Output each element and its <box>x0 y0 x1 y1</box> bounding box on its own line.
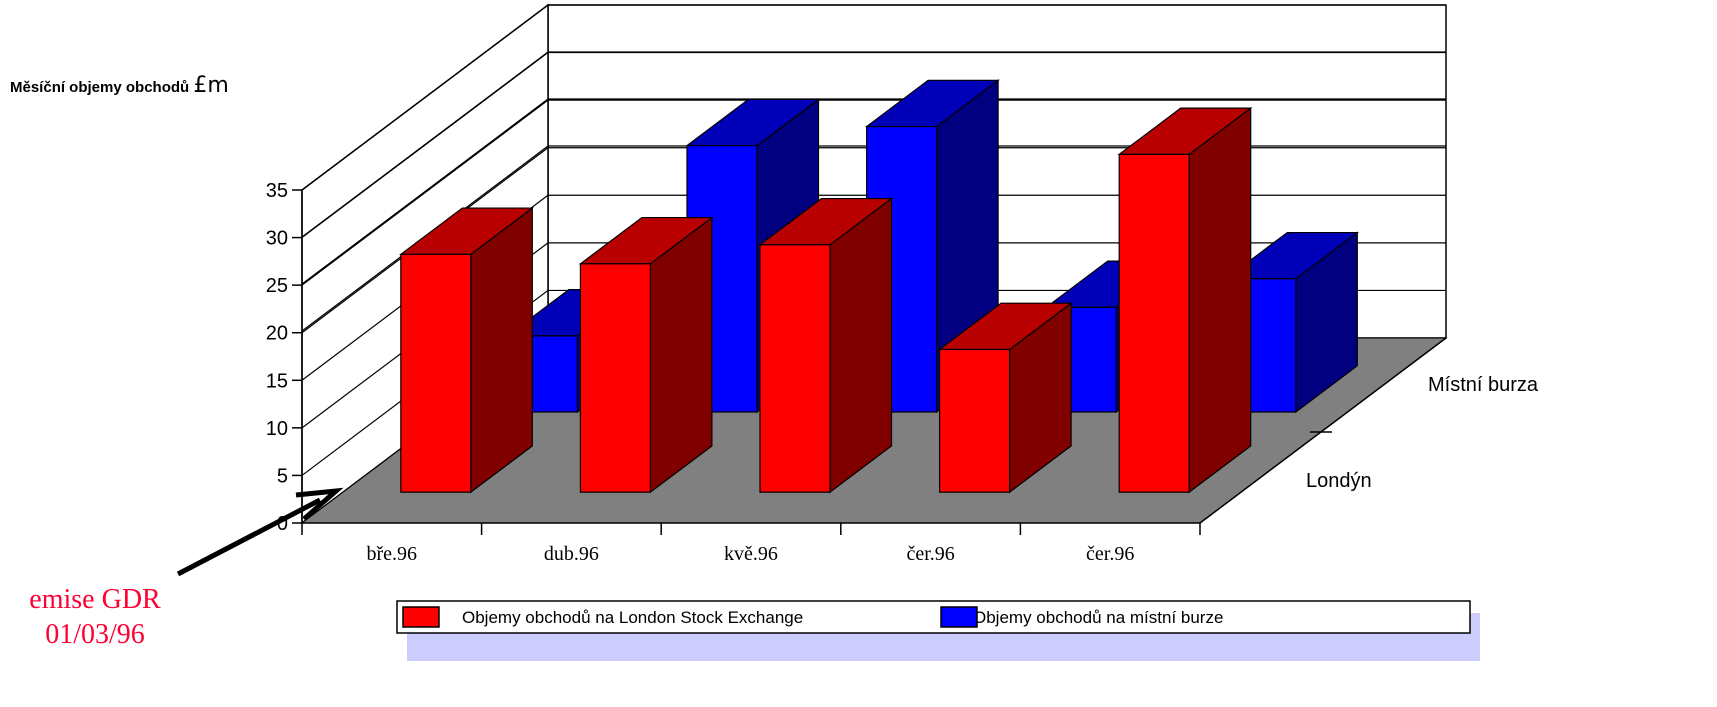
gridline <box>301 98 549 285</box>
bar <box>399 206 535 494</box>
bar <box>1117 106 1253 494</box>
legend-label-local: Objemy obchodů na místní burze <box>973 608 1223 627</box>
y-tick-label: 15 <box>266 370 288 392</box>
y-tick-label: 35 <box>266 180 288 202</box>
y-tick-label: 25 <box>266 275 288 297</box>
y-tick-label: 5 <box>277 465 288 487</box>
annotation-line-1: emise GDR <box>29 584 161 615</box>
y-axis: 0 5 10 15 20 25 30 35 <box>266 180 303 535</box>
gridline <box>301 99 1446 286</box>
chart-title: Měsíční objemy obchodů £m <box>10 73 229 98</box>
legend-label-lse: Objemy obchodů na London Stock Exchange <box>462 608 803 627</box>
y-tick-label: 20 <box>266 323 288 345</box>
category-label: kvě.96 <box>724 543 778 565</box>
y-tick-label: 0 <box>277 513 288 535</box>
depth-axis-line <box>1199 337 1447 524</box>
bar <box>937 302 1073 494</box>
x-axis-ticks <box>301 523 1201 535</box>
category-label: bře.96 <box>367 543 418 565</box>
category-label: dub.96 <box>544 543 599 565</box>
legend-swatch-lse <box>402 606 440 628</box>
legend-swatch-local <box>940 606 978 628</box>
bar <box>578 216 714 494</box>
y-tick-label: 30 <box>266 228 288 250</box>
depth-label: Místní burza <box>1428 374 1539 396</box>
gridline <box>301 4 1446 191</box>
annotation-arrow <box>176 487 344 577</box>
annotation-line-2: 01/03/96 <box>45 619 145 650</box>
category-label: čer.96 <box>1086 543 1134 565</box>
y-tick-label: 10 <box>266 418 288 440</box>
chart-title-unit: £m <box>193 73 228 98</box>
depth-labels: Londýn Místní burza <box>1306 374 1539 492</box>
legend: Objemy obchodů na London Stock Exchange … <box>396 600 1480 661</box>
category-labels: bře.96 dub.96 kvě.96 čer.96 čer.96 <box>367 543 1135 565</box>
bar <box>758 197 894 494</box>
gridline <box>301 51 549 238</box>
depth-label: Londýn <box>1306 470 1372 492</box>
bars <box>399 79 1360 494</box>
category-label: čer.96 <box>906 543 954 565</box>
